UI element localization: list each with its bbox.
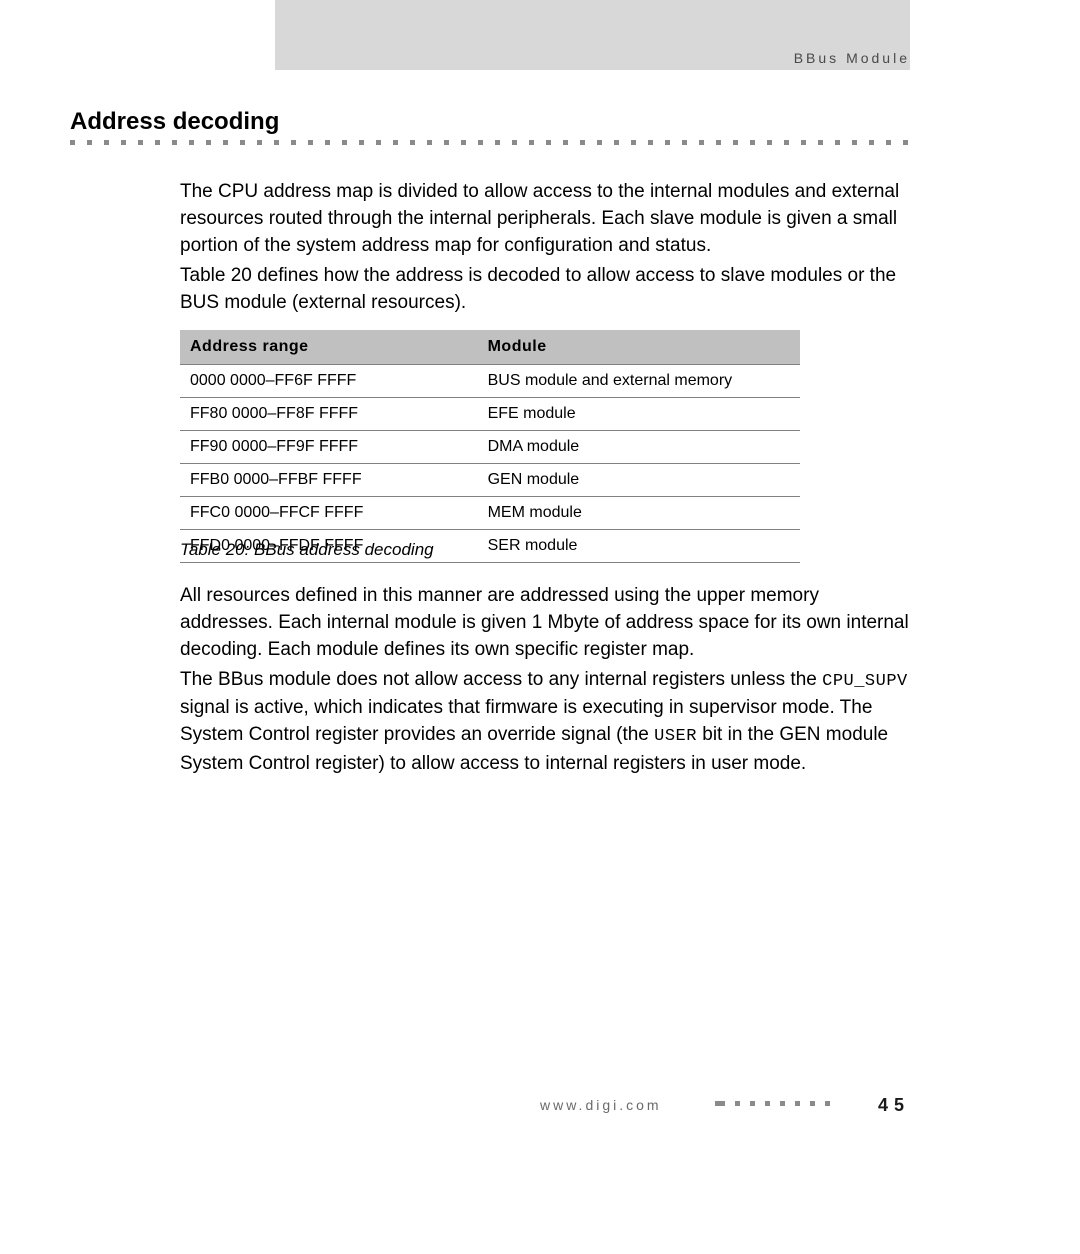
paragraph-3: All resources defined in this manner are… [180,582,910,663]
table-header-address: Address range [180,330,478,365]
table-cell: FFB0 0000–FFBF FFFF [180,464,478,497]
table-row: 0000 0000–FF6F FFFFBUS module and extern… [180,365,800,398]
page-number: 45 [878,1095,910,1116]
footer-url: www.digi.com [540,1097,662,1113]
paragraph-4: The BBus module does not allow access to… [180,666,910,777]
table-cell: BUS module and external memory [478,365,800,398]
p4-text-a: The BBus module does not allow access to… [180,669,822,690]
table-cell: SER module [478,530,800,563]
table-cell: MEM module [478,497,800,530]
table-cell: FFC0 0000–FFCF FFFF [180,497,478,530]
paragraph-1: The CPU address map is divided to allow … [180,178,910,259]
section-heading: Address decoding [70,108,279,136]
table-header-row: Address range Module [180,330,800,365]
table-header-module: Module [478,330,800,365]
footer-dots [715,1101,830,1106]
code-cpu-supv: CPU_SUPV [822,672,908,691]
running-header: BBus Module [780,50,910,66]
table-caption: Table 20: BBus address decoding [180,540,434,560]
code-user: USER [654,727,697,746]
footer: www.digi.com 45 [0,1097,1080,1127]
page: BBus Module Address decoding The CPU add… [0,0,1080,1254]
table-cell: GEN module [478,464,800,497]
table-row: FFC0 0000–FFCF FFFFMEM module [180,497,800,530]
table-cell: 0000 0000–FF6F FFFF [180,365,478,398]
table-cell: EFE module [478,398,800,431]
address-table: Address range Module 0000 0000–FF6F FFFF… [180,330,800,563]
table-row: FF80 0000–FF8F FFFFEFE module [180,398,800,431]
table-cell: DMA module [478,431,800,464]
dotted-rule [70,140,912,148]
table-cell: FF80 0000–FF8F FFFF [180,398,478,431]
table-row: FFB0 0000–FFBF FFFFGEN module [180,464,800,497]
table-cell: FF90 0000–FF9F FFFF [180,431,478,464]
table-row: FF90 0000–FF9F FFFFDMA module [180,431,800,464]
paragraph-2: Table 20 defines how the address is deco… [180,262,910,316]
